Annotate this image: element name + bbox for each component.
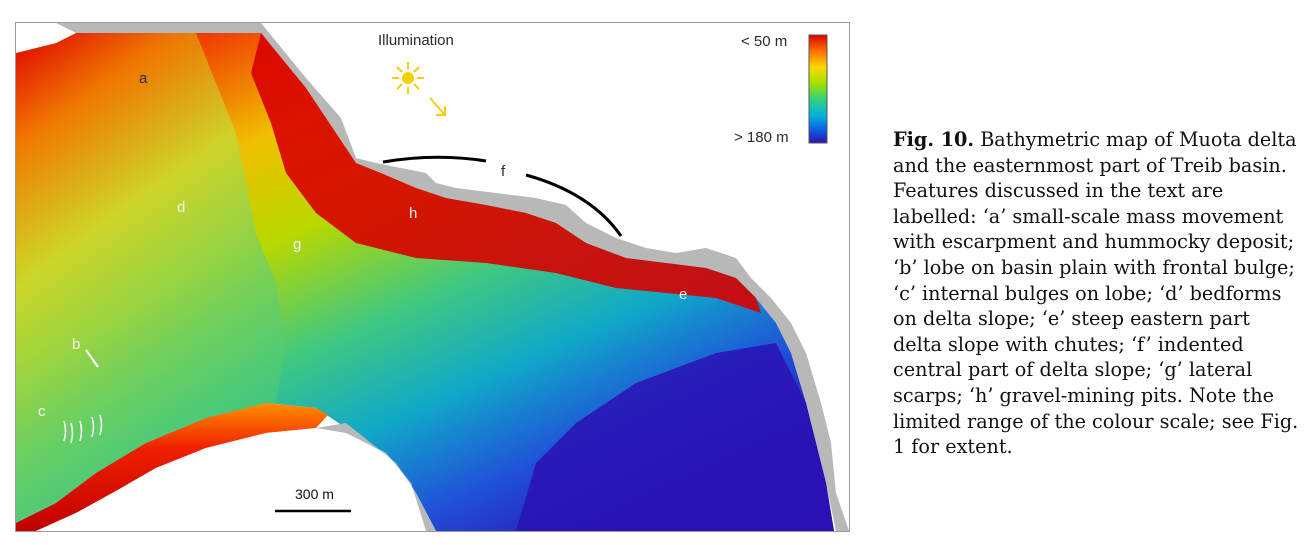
feature-label-c: c: [38, 403, 46, 420]
illumination-arrow-icon: [429, 97, 446, 116]
bathymetric-map: Illumination < 50 m > 180 m 300 m a b c …: [15, 22, 850, 532]
arc-f: [382, 155, 487, 164]
figure-number: Fig. 10.: [893, 128, 975, 151]
feature-label-h: h: [409, 205, 418, 222]
south-grey-edge: [316, 423, 436, 531]
c-bulges: [63, 414, 103, 444]
colour-scale-bar: [808, 34, 828, 144]
illumination-label: Illumination: [378, 32, 454, 49]
arc-f-right: [525, 173, 623, 237]
b-pointer: [85, 349, 99, 368]
scale-bar-label: 300 m: [295, 486, 334, 502]
delta-front: [251, 33, 761, 313]
caption-text: Bathymetric map of Muota delta and the e…: [893, 128, 1299, 459]
feature-label-f: f: [501, 163, 506, 180]
feature-label-d: d: [177, 199, 186, 216]
feature-label-e: e: [679, 286, 688, 303]
western-fan: [16, 33, 286, 523]
figure-caption: Fig. 10. Bathymetric map of Muota delta …: [893, 127, 1305, 460]
upper-left-white: [16, 23, 76, 53]
feature-label-a: a: [139, 70, 148, 87]
map-graphic: [16, 23, 849, 531]
feature-label-b: b: [72, 336, 81, 353]
colour-scale-bottom-label: > 180 m: [734, 129, 789, 146]
sun-icon: [392, 62, 424, 94]
feature-label-g: g: [293, 236, 302, 253]
colour-scale-top-label: < 50 m: [741, 33, 788, 50]
deep-basin: [516, 343, 834, 531]
south-white-area: [36, 428, 426, 531]
south-shelf: [16, 403, 328, 531]
